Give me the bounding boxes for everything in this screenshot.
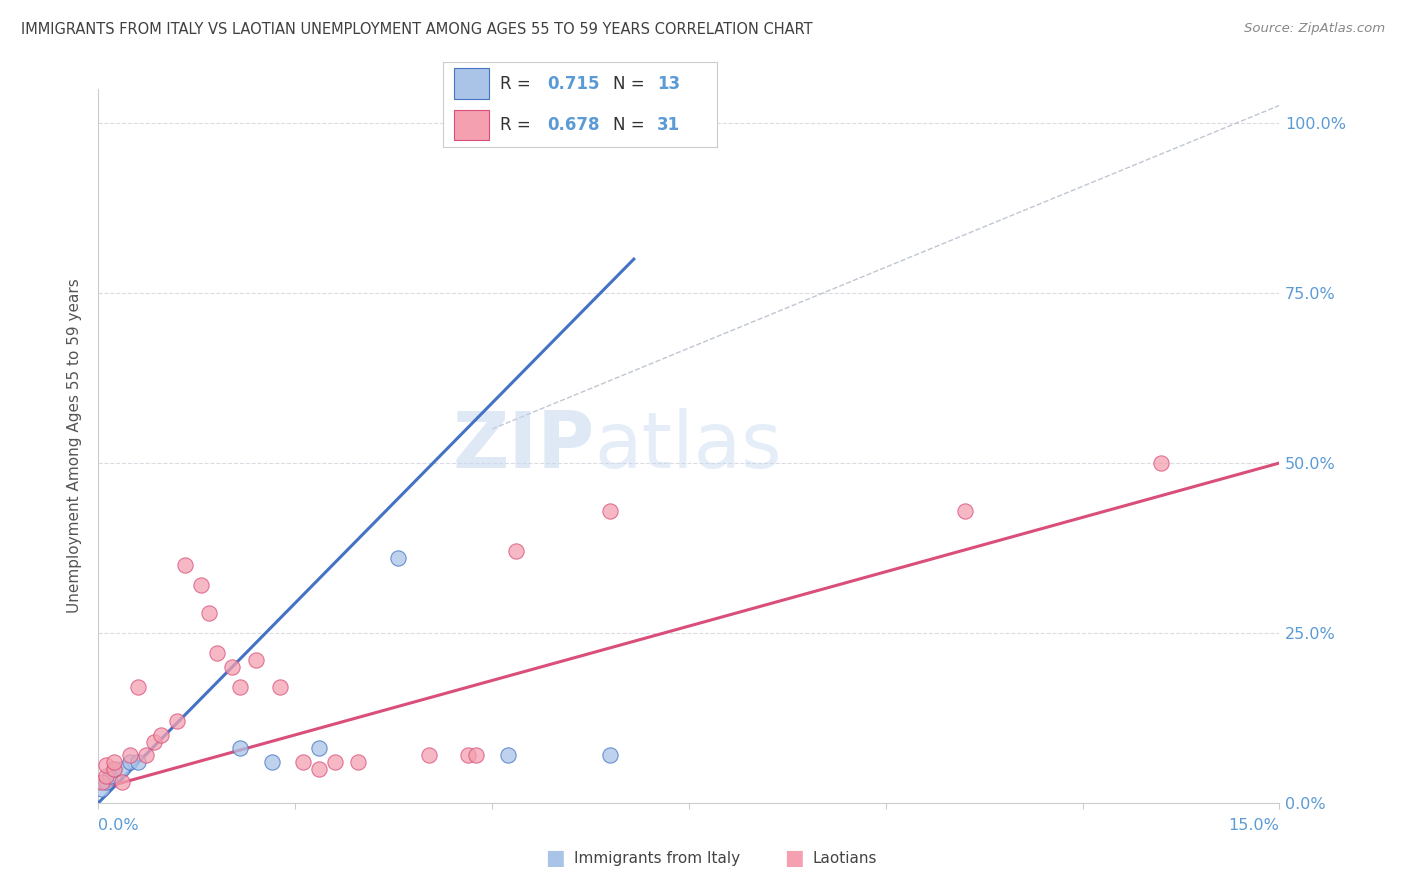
Text: N =: N =: [613, 116, 650, 134]
Text: R =: R =: [501, 75, 537, 93]
FancyBboxPatch shape: [454, 110, 489, 140]
Text: Immigrants from Italy: Immigrants from Italy: [574, 851, 740, 865]
Text: 0.678: 0.678: [547, 116, 599, 134]
Text: 31: 31: [657, 116, 681, 134]
Text: ZIP: ZIP: [453, 408, 595, 484]
Text: 0.715: 0.715: [547, 75, 599, 93]
Text: 0.0%: 0.0%: [98, 818, 139, 832]
Text: N =: N =: [613, 75, 650, 93]
Text: ■: ■: [546, 848, 565, 868]
Text: 15.0%: 15.0%: [1229, 818, 1279, 832]
Text: atlas: atlas: [595, 408, 782, 484]
Text: 13: 13: [657, 75, 681, 93]
Text: ■: ■: [785, 848, 804, 868]
Y-axis label: Unemployment Among Ages 55 to 59 years: Unemployment Among Ages 55 to 59 years: [67, 278, 83, 614]
Text: R =: R =: [501, 116, 537, 134]
FancyBboxPatch shape: [454, 69, 489, 99]
Text: Source: ZipAtlas.com: Source: ZipAtlas.com: [1244, 22, 1385, 36]
Text: Laotians: Laotians: [813, 851, 877, 865]
Text: IMMIGRANTS FROM ITALY VS LAOTIAN UNEMPLOYMENT AMONG AGES 55 TO 59 YEARS CORRELAT: IMMIGRANTS FROM ITALY VS LAOTIAN UNEMPLO…: [21, 22, 813, 37]
